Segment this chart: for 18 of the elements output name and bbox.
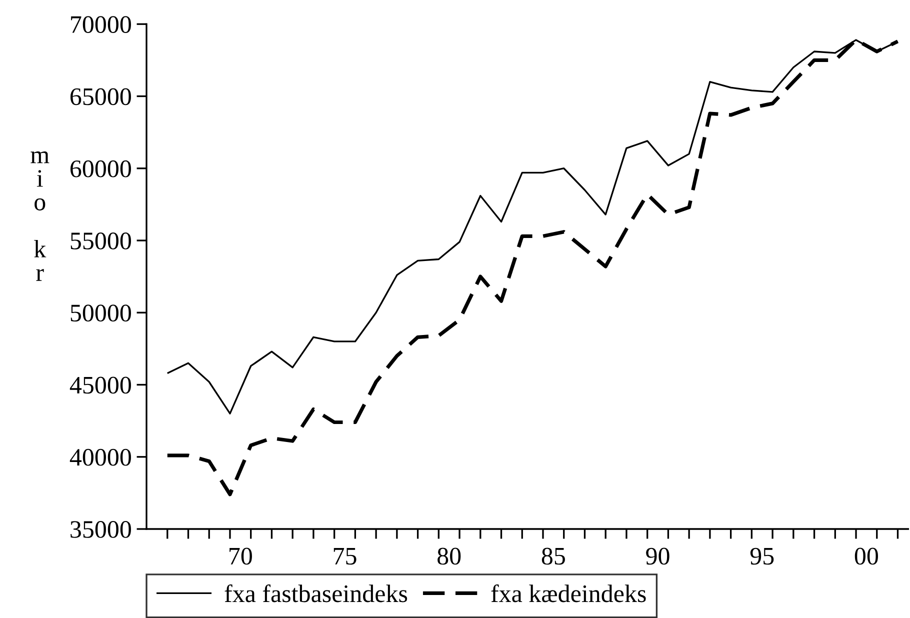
y-tick-label: 70000 bbox=[71, 16, 131, 34]
x-tick-label: 70 bbox=[230, 548, 252, 565]
legend-label: fxa kædeindeks bbox=[491, 584, 646, 602]
y-tick-label: 45000 bbox=[70, 376, 131, 394]
x-tick-label: 75 bbox=[334, 548, 356, 565]
x-tick-label: 85 bbox=[542, 548, 565, 565]
x-tick-label: 90 bbox=[646, 548, 670, 565]
y-tick-label: 65000 bbox=[70, 88, 131, 106]
y-tick-label: 60000 bbox=[70, 160, 131, 178]
legend-label: fxa fastbaseindeks bbox=[224, 584, 408, 602]
y-tick-label: 35000 bbox=[70, 521, 131, 538]
x-tick-label: 95 bbox=[750, 548, 774, 565]
y-tick-label: 50000 bbox=[70, 304, 131, 322]
x-tick-label: 00 bbox=[854, 548, 878, 565]
x-tick-label: 80 bbox=[438, 548, 461, 565]
y-tick-label: 55000 bbox=[70, 232, 131, 250]
y-axis-title: mio kr bbox=[30, 151, 50, 281]
y-tick-label: 40000 bbox=[70, 448, 131, 466]
